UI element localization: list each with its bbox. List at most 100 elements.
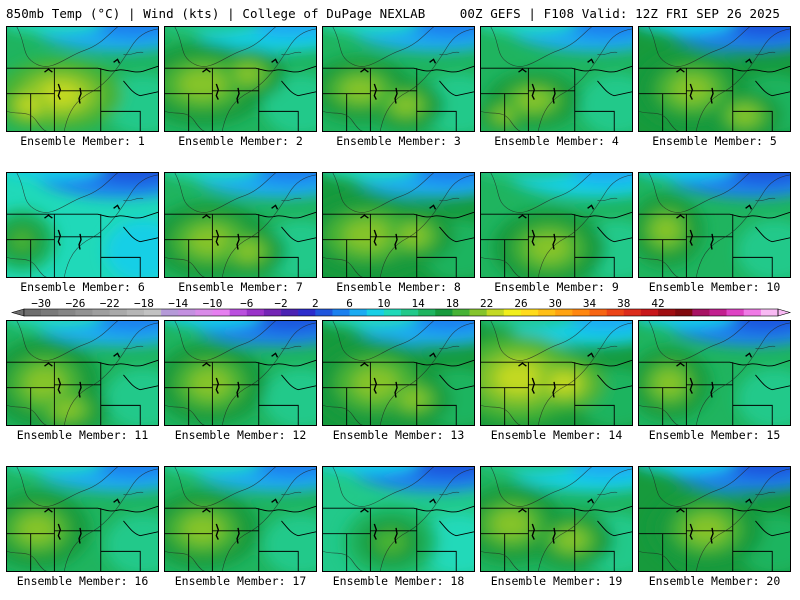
colorbar-swatch: [383, 309, 402, 316]
colorbar-swatch: [675, 309, 693, 316]
ensemble-member-label: Ensemble Member: 2: [178, 134, 303, 148]
ensemble-member-label: Ensemble Member: 15: [648, 428, 781, 442]
colorbar-tick-label: −30: [31, 297, 51, 310]
ensemble-member-label: Ensemble Member: 18: [332, 574, 465, 588]
colorbar-left-arrow: [10, 308, 25, 317]
colorbar-swatch: [332, 309, 350, 316]
ensemble-member-map-7: [164, 172, 317, 278]
colorbar-swatch: [743, 309, 762, 316]
colorbar-tick-label: 6: [346, 297, 353, 310]
ensemble-member-label: Ensemble Member: 20: [648, 574, 781, 588]
ensemble-member-map-16: [6, 466, 159, 572]
ensemble-member-map-6: [6, 172, 159, 278]
ensemble-member-map-19: [480, 466, 633, 572]
ensemble-member-label: Ensemble Member: 12: [174, 428, 307, 442]
ensemble-member-map-15: [638, 320, 791, 426]
colorbar-tick-label: 14: [412, 297, 426, 310]
colorbar-swatch: [41, 309, 59, 316]
ensemble-member-label: Ensemble Member: 19: [490, 574, 623, 588]
colorbar-tick-label: −18: [134, 297, 154, 310]
colorbar-tick-label: −22: [100, 297, 120, 310]
colorbar-tick-label: −2: [274, 297, 287, 310]
colorbar-right-arrow: [777, 308, 792, 317]
ensemble-member-label: Ensemble Member: 14: [490, 428, 623, 442]
colorbar-tick-label: 22: [480, 297, 493, 310]
colorbar-swatch: [640, 309, 659, 316]
colorbar-swatch: [401, 309, 419, 316]
colorbar-swatch: [452, 309, 470, 316]
ensemble-member-map-18: [322, 466, 475, 572]
colorbar-swatch: [263, 309, 282, 316]
colorbar-swatch: [75, 309, 93, 316]
colorbar-swatch: [366, 309, 385, 316]
ensemble-member-map-17: [164, 466, 317, 572]
ensemble-member-map-9: [480, 172, 633, 278]
colorbar-frame: [23, 308, 779, 317]
colorbar-tick-label: 2: [312, 297, 319, 310]
colorbar-tick-label: −6: [240, 297, 253, 310]
map-title: 850mb Temp (°C) | Wind (kts) | College o…: [6, 6, 426, 21]
colorbar-swatch: [246, 309, 265, 316]
colorbar-swatch: [726, 309, 745, 316]
colorbar-swatch: [178, 309, 196, 316]
colorbar-swatch: [658, 309, 676, 316]
colorbar-swatch: [520, 309, 539, 316]
colorbar-swatch: [349, 309, 368, 316]
colorbar-swatch: [229, 309, 248, 316]
colorbar-swatch: [109, 309, 128, 316]
ensemble-member-label: Ensemble Member: 10: [648, 280, 781, 294]
ensemble-member-map-2: [164, 26, 317, 132]
colorbar-swatch: [692, 309, 710, 316]
colorbar-tick-label: −10: [203, 297, 223, 310]
colorbar-swatch: [126, 309, 145, 316]
colorbar-tick-label: 26: [514, 297, 527, 310]
colorbar-tick-label: −26: [65, 297, 85, 310]
colorbar-swatch: [161, 309, 179, 316]
ensemble-member-label: Ensemble Member: 8: [336, 280, 461, 294]
colorbar-swatch: [606, 309, 625, 316]
ensemble-member-label: Ensemble Member: 16: [16, 574, 149, 588]
colorbar-swatch: [709, 309, 727, 316]
colorbar-tick-label: 18: [446, 297, 459, 310]
colorbar-swatch: [58, 309, 76, 316]
ensemble-member-label: Ensemble Member: 5: [652, 134, 777, 148]
colorbar-swatch: [24, 309, 42, 316]
ensemble-member-label: Ensemble Member: 9: [494, 280, 619, 294]
ensemble-member-label: Ensemble Member: 11: [16, 428, 149, 442]
colorbar-swatch: [503, 309, 522, 316]
colorbar-swatch: [589, 309, 607, 316]
colorbar-swatch: [435, 309, 453, 316]
colorbar-swatch: [538, 309, 556, 316]
colorbar-swatch: [298, 309, 316, 316]
ensemble-member-map-12: [164, 320, 317, 426]
ensemble-member-map-4: [480, 26, 633, 132]
ensemble-member-label: Ensemble Member: 13: [332, 428, 465, 442]
ensemble-member-map-13: [322, 320, 475, 426]
ensemble-member-map-8: [322, 172, 475, 278]
colorbar-swatch: [195, 309, 213, 316]
colorbar-tick-label: 30: [549, 297, 562, 310]
colorbar-tick-label: 42: [651, 297, 664, 310]
ensemble-member-label: Ensemble Member: 3: [336, 134, 461, 148]
colorbar-tick-label: 38: [617, 297, 630, 310]
colorbar-swatch: [469, 309, 487, 316]
colorbar-swatch: [418, 309, 436, 316]
ensemble-member-label: Ensemble Member: 7: [178, 280, 303, 294]
colorbar-swatch: [212, 309, 230, 316]
ensemble-member-map-5: [638, 26, 791, 132]
ensemble-member-map-20: [638, 466, 791, 572]
model-valid-time: 00Z GEFS | F108 Valid: 12Z FRI SEP 26 20…: [459, 6, 780, 21]
colorbar-swatch: [315, 309, 333, 316]
colorbar-swatch: [572, 309, 590, 316]
colorbar-swatch: [92, 309, 110, 316]
ensemble-member-map-14: [480, 320, 633, 426]
colorbar-swatch: [623, 309, 642, 316]
temperature-colorbar: −30 −26 −22 −18 −14 −10 −6 −2 2 6 10 14 18 22 26 30 34 38…: [10, 297, 792, 317]
colorbar-swatch: [760, 309, 779, 316]
ensemble-member-label: Ensemble Member: 1: [20, 134, 145, 148]
colorbar-swatch: [143, 309, 162, 316]
colorbar-tick-label: 34: [583, 297, 597, 310]
ensemble-member-map-10: [638, 172, 791, 278]
ensemble-member-map-1: [6, 26, 159, 132]
ensemble-member-label: Ensemble Member: 17: [174, 574, 307, 588]
